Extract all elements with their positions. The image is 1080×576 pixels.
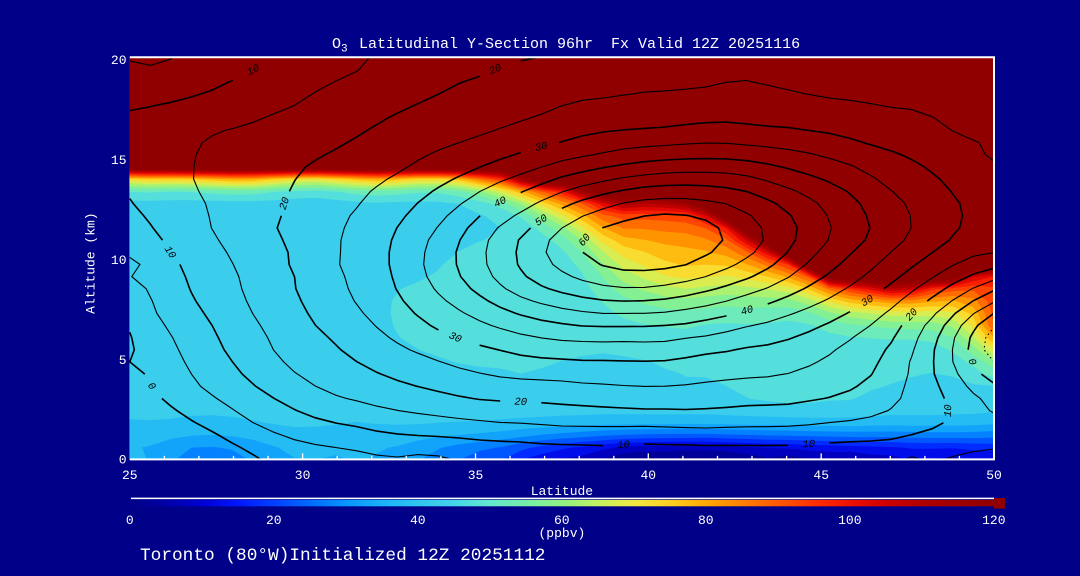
svg-text:30: 30 (447, 330, 463, 346)
svg-text:20: 20 (278, 196, 293, 212)
svg-text:50: 50 (986, 468, 1002, 483)
svg-text:10: 10 (161, 244, 178, 261)
svg-text:10: 10 (111, 253, 127, 268)
svg-text:0: 0 (119, 453, 127, 468)
svg-text:30: 30 (859, 293, 876, 310)
svg-text:(ppbv): (ppbv) (538, 526, 585, 541)
svg-text:40: 40 (740, 304, 756, 319)
svg-text:Altitude (km): Altitude (km) (84, 212, 99, 313)
svg-text:O: O (332, 36, 341, 53)
svg-text:Latitude: Latitude (531, 484, 593, 499)
svg-text:45: 45 (813, 468, 829, 483)
svg-text:15: 15 (111, 153, 127, 168)
svg-text:20: 20 (514, 397, 527, 410)
svg-text:60: 60 (554, 513, 570, 528)
svg-text:40: 40 (410, 513, 426, 528)
svg-text:30: 30 (295, 468, 311, 483)
svg-text:5: 5 (119, 353, 127, 368)
svg-text:0: 0 (964, 357, 977, 367)
svg-text:10: 10 (617, 439, 630, 451)
svg-text:10: 10 (802, 439, 815, 452)
svg-text:35: 35 (468, 468, 484, 483)
svg-text:25: 25 (122, 468, 138, 483)
svg-text:10: 10 (245, 63, 262, 79)
svg-text:100: 100 (838, 513, 861, 528)
svg-text:20: 20 (266, 513, 282, 528)
svg-text:20: 20 (487, 62, 503, 78)
svg-text:120: 120 (982, 513, 1005, 528)
svg-text:Toronto (80°W)Initialized 12Z: Toronto (80°W)Initialized 12Z 20251112 (140, 546, 545, 566)
svg-text:0: 0 (126, 513, 134, 528)
svg-text:50: 50 (533, 213, 550, 230)
svg-text:10: 10 (943, 404, 956, 417)
svg-text:40: 40 (492, 195, 509, 211)
svg-text:Latitudinal Y-Section 96hr Fx: Latitudinal Y-Section 96hr Fx Valid 12Z … (359, 36, 800, 53)
svg-text:30: 30 (534, 140, 549, 155)
svg-text:3: 3 (341, 43, 348, 55)
svg-text:20: 20 (111, 53, 127, 68)
svg-text:40: 40 (640, 468, 656, 483)
svg-text:80: 80 (698, 513, 714, 528)
